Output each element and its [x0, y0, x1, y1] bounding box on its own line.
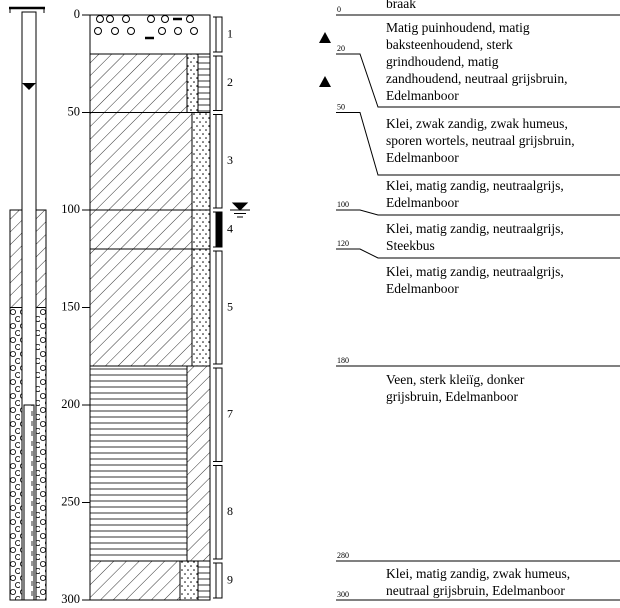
sample-bracket: [216, 212, 222, 247]
depth-label: 180: [337, 356, 349, 365]
sample-label: 9: [227, 572, 233, 586]
depth-label: 300: [337, 590, 349, 599]
marker: [319, 76, 331, 87]
description-line: Klei, zwak zandig, zwak humeus,: [386, 116, 568, 131]
sample-label: 4: [227, 221, 233, 235]
sample-bracket: [216, 368, 222, 462]
description-line: Veen, sterk kleiïg, donker: [386, 372, 525, 387]
sample-label: 3: [227, 153, 233, 167]
description-line: Edelmanboor: [386, 150, 459, 165]
marker: [319, 32, 331, 43]
description-line: Klei, matig zandig, zwak humeus,: [386, 566, 570, 581]
borehole-log: 0 50 100 150 200 250 300 1 2 3 4 5 7 8 9 0 20 50 100 120 180…: [0, 0, 620, 608]
depth-tick-label: 50: [68, 104, 81, 118]
depth-line: [336, 210, 620, 215]
description-line: Edelmanboor: [386, 88, 459, 103]
depth-line: [336, 249, 620, 258]
description-line: Edelmanboor: [386, 195, 459, 210]
sample-bracket: [216, 251, 222, 364]
depth-label: 20: [337, 44, 345, 53]
description-line: sporen wortels, neutraal grijsbruin,: [386, 133, 575, 148]
description-line: neutraal grijsbruin, Edelmanboor: [386, 583, 565, 598]
depth-tick-label: 250: [61, 494, 80, 508]
depth-label: 50: [337, 103, 345, 112]
description-line: Klei, matig zandig, neutraalgrijs,: [386, 178, 564, 193]
sample-label: 2: [227, 75, 233, 89]
description-line: zandhoudend, neutraal grijsbruin,: [386, 71, 567, 86]
lithology-column: [90, 15, 210, 600]
description-line: Klei, matig zandig, neutraalgrijs,: [386, 221, 564, 236]
description-line: braak: [386, 0, 416, 11]
depth-label: 0: [337, 5, 341, 14]
groundwater-symbol: [230, 203, 250, 217]
depth-tick-label: 300: [61, 592, 80, 606]
piezometer: [9, 8, 46, 600]
description-line: Edelmanboor: [386, 281, 459, 296]
depth-tick-label: 200: [61, 397, 80, 411]
sample-bracket: [216, 56, 222, 111]
sample-label: 5: [227, 299, 233, 313]
sample-label: 7: [227, 407, 233, 421]
description-line: grindhoudend, matig: [386, 54, 499, 69]
description-line: Steekbus: [386, 238, 435, 253]
sample-bracket: [216, 466, 222, 560]
depth-tick-label: 150: [61, 299, 80, 313]
depth-tick-label: 100: [61, 202, 80, 216]
depth-label: 280: [337, 551, 349, 560]
sample-label: 1: [227, 26, 233, 40]
depth-label: 100: [337, 200, 349, 209]
description-line: baksteenhoudend, sterk: [386, 37, 513, 52]
depth-tick-label: 0: [74, 7, 80, 21]
sample-label: 8: [227, 504, 233, 518]
depth-label: 120: [337, 239, 349, 248]
description-line: Matig puinhoudend, matig: [386, 20, 530, 35]
sample-bracket: [216, 563, 222, 598]
description-line: grijsbruin, Edelmanboor: [386, 389, 518, 404]
sample-bracket: [216, 17, 222, 52]
description-line: Klei, matig zandig, neutraalgrijs,: [386, 264, 564, 279]
sample-bracket: [216, 115, 222, 209]
